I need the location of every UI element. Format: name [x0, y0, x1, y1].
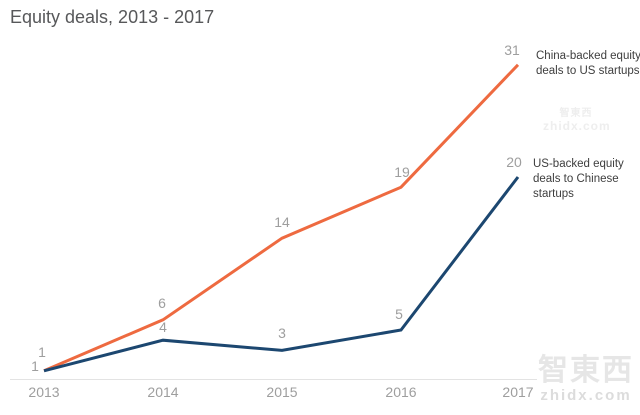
legend-us-backed-series: US-backed equity deals to Chinese startu… — [533, 158, 624, 200]
series-line-us-backed — [43, 176, 520, 373]
chart-title: Equity deals, 2013 - 2017 — [10, 7, 215, 27]
data-label: 1 — [38, 343, 46, 360]
data-label: 1 — [31, 357, 39, 374]
watermark-small-url: zhidx.com — [543, 119, 611, 133]
x-axis-line — [10, 379, 537, 380]
watermark-large-url: zhidx.com — [540, 387, 632, 404]
watermark-small-logo: 智東西 — [559, 108, 593, 119]
x-axis-tick-label: 2017 — [502, 384, 534, 400]
data-label: 5 — [395, 306, 403, 322]
x-axis-tick-label: 2014 — [147, 384, 179, 400]
x-axis-tick-label: 2013 — [28, 384, 60, 400]
data-label: 3 — [278, 325, 286, 342]
data-label: 14 — [274, 214, 290, 231]
legend-china-backed-series: China-backed equity deals to US startups — [536, 50, 640, 77]
watermark-small: 智東西 zhidx.com — [543, 104, 611, 133]
watermark-large: 智東西 zhidx.com — [536, 354, 636, 404]
data-label: 31 — [504, 41, 520, 58]
series-line-china-backed — [43, 63, 520, 373]
data-label: 19 — [394, 164, 410, 181]
data-label: 6 — [158, 294, 166, 311]
x-axis-tick-label: 2015 — [266, 384, 298, 400]
x-axis-tick-label: 2016 — [385, 384, 417, 400]
data-label: 20 — [506, 154, 522, 170]
data-label: 4 — [159, 319, 167, 336]
watermark-large-logo: 智東西 — [538, 354, 634, 387]
